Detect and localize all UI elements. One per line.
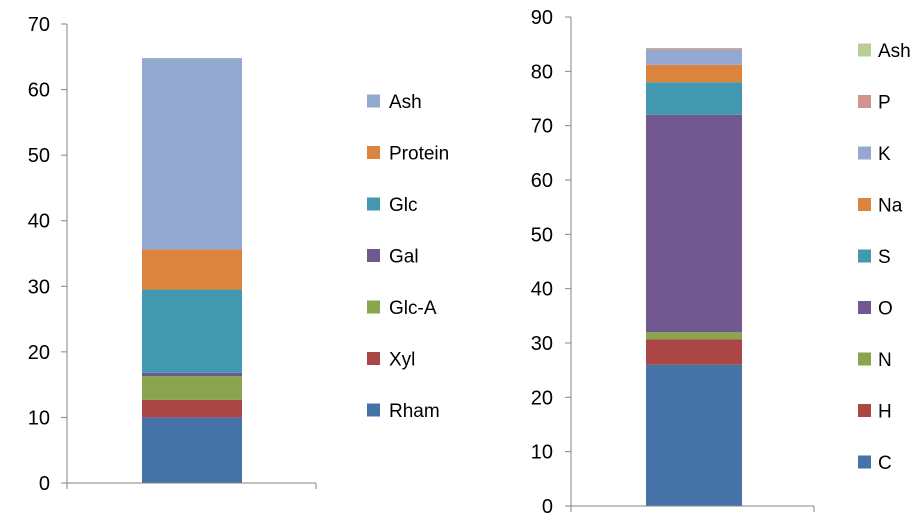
bar-segment-c [646, 364, 742, 506]
y-tick-label: 40 [28, 211, 50, 233]
bar-segment-h [646, 339, 742, 365]
y-tick-label: 70 [28, 14, 50, 36]
bar-segment-p [646, 48, 742, 50]
legend-label: H [878, 402, 892, 423]
y-tick-label: 30 [28, 276, 50, 298]
legend-label: Ash [389, 92, 422, 113]
bar-segment-na [646, 64, 742, 83]
legend-swatch [367, 403, 380, 417]
y-tick-label: 10 [28, 407, 50, 429]
y-tick-label: 30 [531, 333, 553, 355]
y-tick-label: 70 [531, 116, 553, 138]
legend-label: Gal [389, 247, 419, 268]
y-tick-label: 0 [542, 496, 553, 514]
legend-label: N [878, 350, 892, 371]
y-tick-label: 20 [531, 387, 553, 409]
legend-label: K [878, 144, 891, 165]
legend-swatch [367, 300, 380, 314]
legend-swatch [858, 455, 871, 469]
chart-2: 0 10 20 30 40 50 60 70 80 90 C H N O S Na K P Ash [531, 7, 911, 514]
legend-swatch [367, 197, 380, 211]
legend-swatch [858, 249, 871, 263]
bar-segment-o [646, 114, 742, 333]
bar-segment-protein [142, 249, 242, 290]
y-tick-label: 50 [531, 224, 553, 246]
y-tick-label: 90 [531, 7, 553, 29]
y-tick-label: 20 [28, 342, 50, 364]
bar-segment-xyl [142, 399, 242, 418]
y-tick-label: 50 [28, 145, 50, 167]
bar-segment-n [646, 332, 742, 340]
bar-segment-ash [142, 58, 242, 250]
legend-label: Na [878, 196, 903, 217]
y-tick-label: 60 [28, 80, 50, 102]
legend-swatch [858, 198, 871, 211]
legend-label: S [878, 247, 891, 268]
legend-swatch [367, 94, 380, 108]
bar-segment-gal [142, 372, 242, 377]
y-tick-label: 60 [531, 170, 553, 192]
legend-label: Xyl [389, 350, 415, 371]
legend-swatch [858, 404, 871, 417]
bar-segment-glc [142, 289, 242, 373]
bar-segment-k [646, 49, 742, 65]
y-tick-label: 10 [531, 442, 553, 464]
legend-swatch [367, 146, 380, 159]
legend-label: Ash [878, 41, 911, 62]
legend-label: Rham [389, 401, 440, 422]
legend-label: C [878, 453, 892, 474]
legend-swatch [367, 249, 380, 262]
y-tick-label: 40 [531, 279, 553, 301]
bar-segment-rham [142, 417, 242, 483]
legend-swatch [858, 301, 871, 314]
legend-swatch [858, 95, 871, 108]
legend-swatch [858, 43, 871, 57]
legend-swatch [858, 146, 871, 160]
chart-1: 0 10 20 30 40 50 60 70 Rham Xyl Glc-A Gal Glc Protein… [28, 14, 449, 495]
y-tick-label: 80 [531, 61, 553, 83]
legend-swatch [858, 352, 871, 366]
legend-label: P [878, 93, 891, 114]
y-tick-label: 0 [39, 473, 50, 495]
legend-label: Protein [389, 144, 449, 165]
legend-label: O [878, 299, 893, 320]
bar-segment-glc-a [142, 376, 242, 400]
legend-label: Glc-A [389, 298, 437, 319]
legend-swatch [367, 352, 380, 365]
bar-segment-s [646, 82, 742, 115]
bar-segment-ash [646, 47, 742, 49]
legend-label: Glc [389, 195, 418, 216]
